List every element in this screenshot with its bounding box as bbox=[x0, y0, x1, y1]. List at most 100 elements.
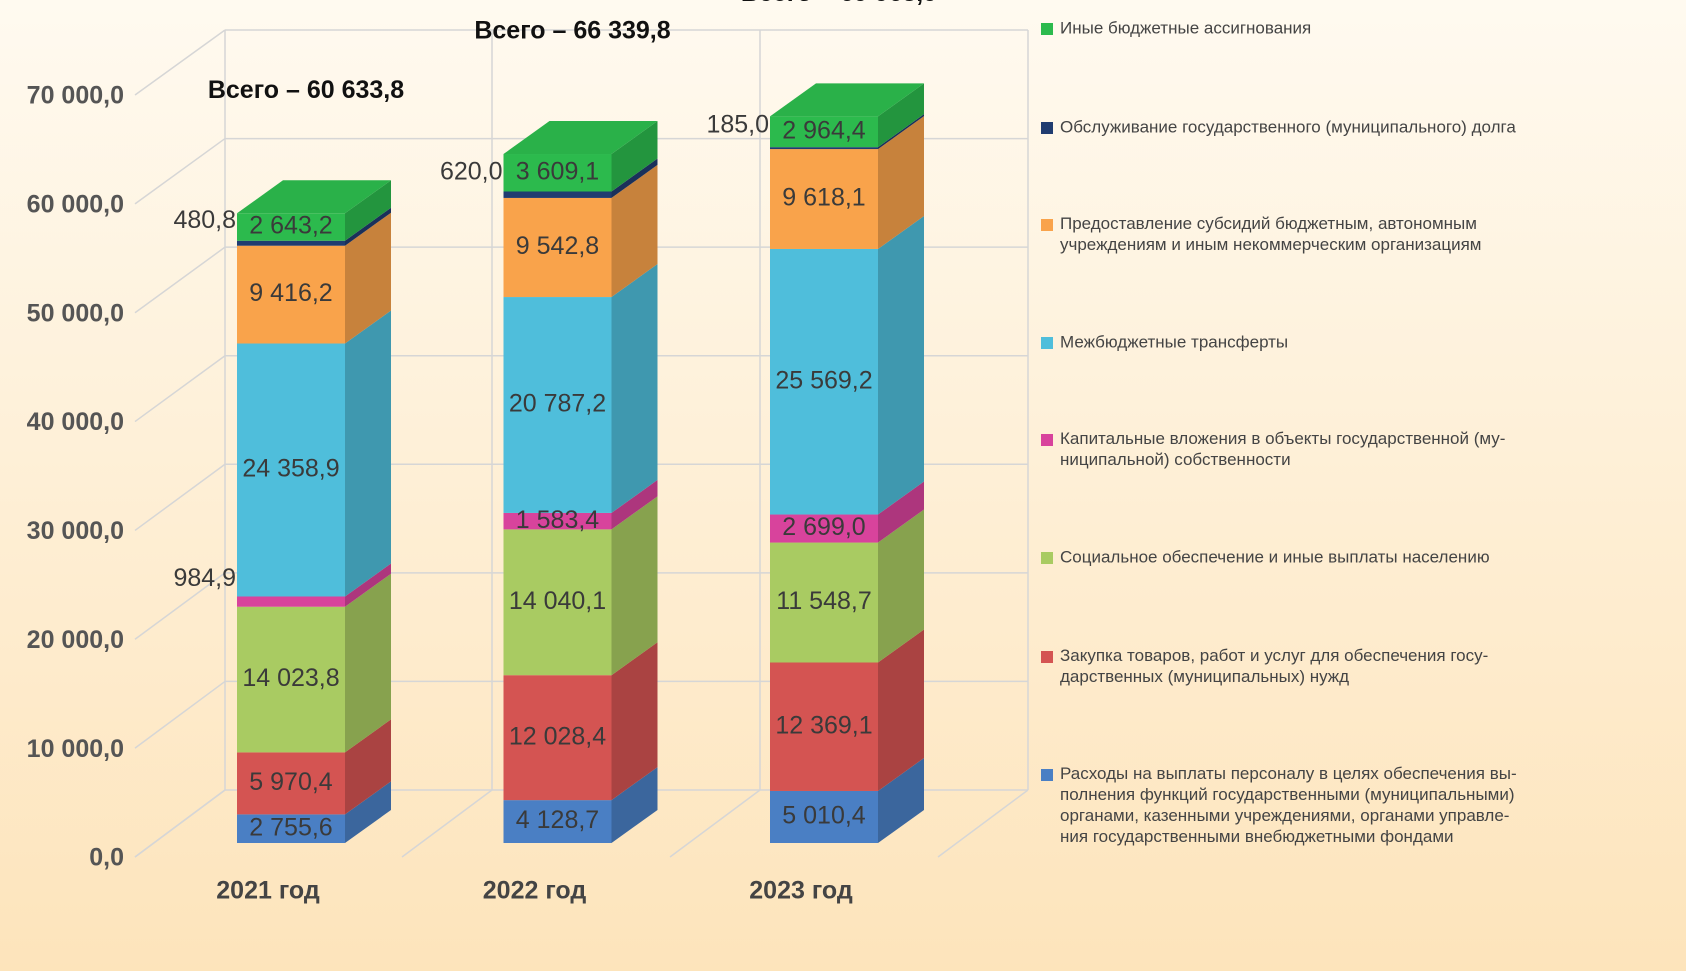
bar-segment bbox=[770, 248, 878, 515]
value-label: 12 028,4 bbox=[509, 722, 606, 750]
bar-side bbox=[345, 563, 391, 607]
total-label: Всего – 69 963,9 bbox=[741, 0, 937, 7]
x-tick-label: 2022 год bbox=[483, 877, 587, 905]
bar-segment bbox=[237, 596, 345, 607]
bar-segment bbox=[503, 197, 612, 298]
value-label: 9 542,8 bbox=[516, 232, 599, 260]
bar-segment bbox=[770, 116, 878, 148]
bar-segment bbox=[770, 149, 878, 249]
grid-line bbox=[134, 355, 226, 423]
legend-swatch bbox=[1041, 434, 1053, 446]
x-tick-label: 2021 год bbox=[216, 877, 320, 905]
y-tick-label: 30 000,0 bbox=[27, 517, 124, 545]
grid-line bbox=[134, 572, 226, 640]
y-tick-label: 70 000,0 bbox=[27, 82, 124, 110]
bar-top bbox=[237, 180, 391, 214]
bar-segment bbox=[770, 662, 878, 791]
grid-line bbox=[134, 29, 226, 96]
bar-segment bbox=[503, 297, 612, 513]
legend-swatch bbox=[1041, 337, 1053, 349]
bar-side bbox=[345, 781, 391, 843]
value-label: 9 416,2 bbox=[249, 279, 332, 307]
legend-label: Расходы на выплаты персоналу в целях обе… bbox=[1060, 764, 1517, 846]
total-label: Всего – 66 339,8 bbox=[474, 17, 670, 45]
bar-segment bbox=[770, 542, 878, 663]
bar-segment bbox=[237, 606, 345, 753]
bar-side bbox=[611, 121, 658, 192]
bar-side bbox=[345, 212, 391, 344]
bar-side bbox=[611, 479, 658, 530]
legend-label: Социальное обеспечение и иные выплаты на… bbox=[1060, 547, 1490, 566]
bar-side bbox=[345, 573, 391, 753]
legend-swatch bbox=[1041, 651, 1053, 663]
bar-side bbox=[611, 642, 658, 801]
bar-segment bbox=[770, 790, 878, 843]
bar-segment bbox=[503, 512, 612, 530]
legend-label: Межбюджетные трансферты bbox=[1060, 332, 1288, 351]
grid-line bbox=[134, 680, 226, 749]
legend-label: Закупка товаров, работ и услуг для обесп… bbox=[1060, 646, 1488, 686]
bar-side bbox=[345, 719, 391, 815]
value-label: 2 699,0 bbox=[782, 513, 865, 541]
bar-segment bbox=[237, 213, 345, 241]
bar-side bbox=[611, 264, 658, 513]
value-label: 2 643,2 bbox=[249, 212, 332, 240]
bar-segment bbox=[503, 191, 612, 198]
legend-swatch bbox=[1041, 23, 1053, 35]
value-label: 984,9 bbox=[173, 564, 236, 592]
bar-segment bbox=[503, 529, 612, 676]
bar-segment bbox=[237, 240, 345, 246]
bar-segment bbox=[503, 154, 612, 192]
value-label: 5 970,4 bbox=[249, 768, 333, 796]
legend-swatch bbox=[1041, 552, 1053, 564]
bar-top bbox=[503, 121, 658, 155]
y-tick-label: 10 000,0 bbox=[27, 735, 124, 763]
bar-side bbox=[611, 158, 658, 198]
bar-side bbox=[345, 180, 391, 241]
bar-side bbox=[878, 509, 924, 663]
grid-line bbox=[134, 246, 226, 314]
value-label: 3 609,1 bbox=[516, 157, 599, 185]
legend-label: Капитальные вложения в объекты государст… bbox=[1060, 429, 1505, 469]
walls bbox=[134, 30, 1029, 858]
legend-swatch bbox=[1041, 769, 1053, 781]
grid-line bbox=[134, 463, 226, 532]
value-label: 24 358,9 bbox=[242, 455, 339, 483]
bar-side bbox=[611, 767, 658, 843]
bar-side bbox=[345, 207, 391, 246]
bar-segment bbox=[237, 814, 345, 843]
y-tick-label: 60 000,0 bbox=[27, 190, 124, 218]
bar-side bbox=[878, 114, 924, 150]
value-label: 5 010,4 bbox=[782, 802, 866, 830]
bar-segment bbox=[770, 514, 878, 543]
grid-line bbox=[134, 789, 226, 858]
value-label: 11 548,7 bbox=[776, 587, 871, 615]
bar-side bbox=[878, 116, 924, 249]
bar-side bbox=[611, 496, 658, 676]
value-label: 620,0 bbox=[440, 157, 503, 185]
y-tick-label: 0,0 bbox=[89, 844, 124, 872]
value-label: 20 787,2 bbox=[509, 390, 606, 418]
value-label: 12 369,1 bbox=[775, 711, 872, 739]
bar-segment bbox=[503, 800, 612, 843]
value-label: 14 040,1 bbox=[509, 587, 606, 615]
legend-swatch bbox=[1041, 219, 1053, 231]
bar-side bbox=[878, 83, 924, 148]
bar-side bbox=[878, 629, 924, 791]
value-label: 25 569,2 bbox=[775, 366, 872, 394]
value-label: 185,0 bbox=[706, 111, 769, 139]
bar-segment bbox=[237, 752, 345, 815]
legend-label: Предоставление субсидий бюджетным, автон… bbox=[1060, 214, 1482, 254]
y-tick-label: 50 000,0 bbox=[27, 299, 124, 327]
bar-side bbox=[878, 215, 924, 515]
value-label: 2 755,6 bbox=[249, 813, 332, 841]
bar-top bbox=[770, 83, 924, 117]
bar-segment bbox=[503, 675, 612, 801]
bar-side bbox=[345, 310, 391, 597]
total-label: Всего – 60 633,8 bbox=[208, 76, 404, 104]
bar-side bbox=[611, 164, 658, 298]
value-label: 9 618,1 bbox=[782, 184, 865, 212]
grid-line bbox=[134, 137, 226, 205]
value-label: 14 023,8 bbox=[242, 664, 339, 692]
